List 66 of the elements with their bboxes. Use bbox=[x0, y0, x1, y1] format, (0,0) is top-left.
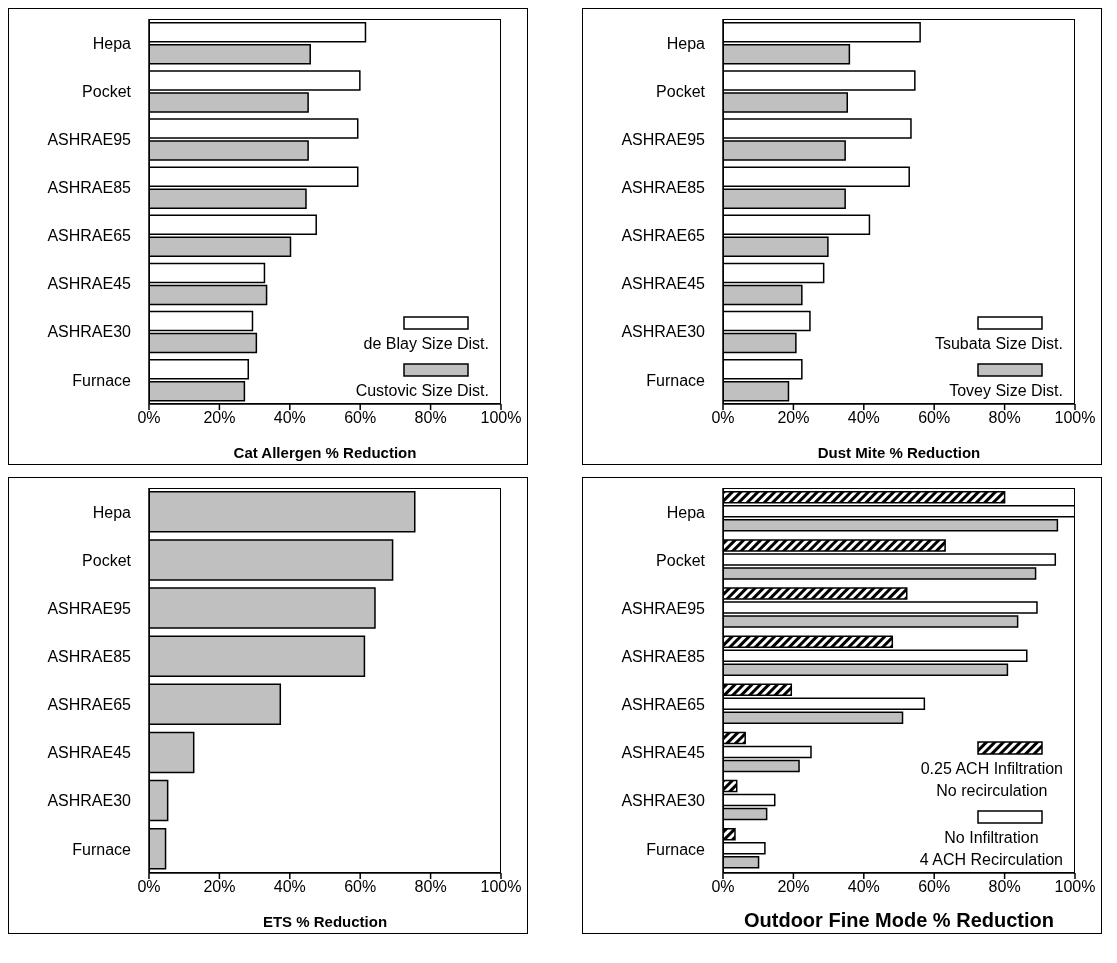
x-tick-label: 100% bbox=[480, 409, 522, 427]
y-tick-label: Furnace bbox=[72, 840, 132, 858]
y-tick-label: ASHRAE95 bbox=[47, 599, 132, 617]
legend-label: Tsubata Size Dist. bbox=[934, 333, 1063, 355]
y-tick-label: ASHRAE65 bbox=[621, 696, 706, 714]
x-axis-title: Outdoor Fine Mode % Reduction bbox=[744, 909, 1054, 931]
y-tick-label: ASHRAE85 bbox=[47, 648, 132, 666]
y-tick-label: ASHRAE45 bbox=[621, 275, 706, 293]
y-tick-label: Pocket bbox=[656, 551, 706, 569]
y-tick-label: Pocket bbox=[656, 82, 706, 100]
x-tick-label: 60% bbox=[918, 878, 951, 896]
y-tick-label: Pocket bbox=[82, 551, 132, 569]
x-tick-label: 0% bbox=[711, 878, 735, 896]
text: 0.25 ACH Infiltration No recirculation bbox=[920, 758, 1063, 802]
y-tick-label: ASHRAE65 bbox=[621, 227, 706, 245]
x-tick-label: 100% bbox=[1054, 409, 1096, 427]
x-tick-label: 40% bbox=[847, 878, 880, 896]
y-tick-label: ASHRAE45 bbox=[47, 275, 132, 293]
x-tick-label: 0% bbox=[711, 409, 735, 427]
y-tick-label: ASHRAE30 bbox=[621, 792, 706, 810]
x-tick-label: 0% bbox=[137, 409, 161, 427]
y-tick-label: Hepa bbox=[666, 34, 706, 52]
y-tick-label: ASHRAE65 bbox=[47, 696, 132, 714]
y-tick-label: ASHRAE95 bbox=[47, 130, 132, 148]
y-tick-label: ASHRAE85 bbox=[621, 179, 706, 197]
x-tick-label: 40% bbox=[273, 878, 306, 896]
x-tick-label: 100% bbox=[1054, 878, 1096, 896]
y-tick-label: Pocket bbox=[82, 82, 132, 100]
y-tick-label: ASHRAE45 bbox=[621, 744, 706, 762]
x-tick-label: 20% bbox=[203, 878, 236, 896]
y-tick-label: ASHRAE65 bbox=[47, 227, 132, 245]
y-tick-label: Furnace bbox=[646, 371, 706, 389]
y-tick-label: ASHRAE30 bbox=[47, 792, 132, 810]
legend-label: de Blay Size Dist. bbox=[363, 333, 489, 355]
x-tick-label: 80% bbox=[414, 878, 447, 896]
y-tick-label: Hepa bbox=[92, 34, 132, 52]
y-tick-label: Furnace bbox=[646, 840, 706, 858]
x-tick-label: 40% bbox=[847, 409, 880, 427]
legend-label: Tovey Size Dist. bbox=[949, 380, 1063, 402]
x-axis-title: ETS % Reduction bbox=[262, 913, 388, 930]
x-tick-label: 20% bbox=[777, 409, 810, 427]
y-tick-label: ASHRAE30 bbox=[47, 323, 132, 341]
y-tick-label: Hepa bbox=[666, 503, 706, 521]
x-tick-label: 60% bbox=[918, 409, 951, 427]
y-tick-label: Hepa bbox=[92, 503, 132, 521]
y-tick-label: ASHRAE85 bbox=[47, 179, 132, 197]
y-tick-label: Furnace bbox=[72, 371, 132, 389]
y-tick-label: ASHRAE95 bbox=[621, 130, 706, 148]
x-axis-title: Cat Allergen % Reduction bbox=[233, 444, 417, 461]
x-tick-label: 80% bbox=[414, 409, 447, 427]
x-tick-label: 40% bbox=[273, 409, 306, 427]
y-tick-label: ASHRAE95 bbox=[621, 599, 706, 617]
x-tick-label: 20% bbox=[203, 409, 236, 427]
x-tick-label: 60% bbox=[344, 409, 377, 427]
x-tick-label: 80% bbox=[988, 878, 1021, 896]
y-tick-label: ASHRAE45 bbox=[47, 744, 132, 762]
legend-label: Custovic Size Dist. bbox=[355, 380, 489, 402]
y-tick-label: ASHRAE30 bbox=[621, 323, 706, 341]
legend-label: No Infiltration 4 ACH Recirculation bbox=[919, 827, 1063, 871]
x-tick-label: 100% bbox=[480, 878, 522, 896]
y-tick-label: ASHRAE85 bbox=[621, 648, 706, 666]
x-tick-label: 20% bbox=[777, 878, 810, 896]
x-tick-label: 60% bbox=[344, 878, 377, 896]
x-tick-label: 0% bbox=[137, 878, 161, 896]
x-axis-title: Dust Mite % Reduction bbox=[817, 444, 981, 461]
x-tick-label: 80% bbox=[988, 409, 1021, 427]
